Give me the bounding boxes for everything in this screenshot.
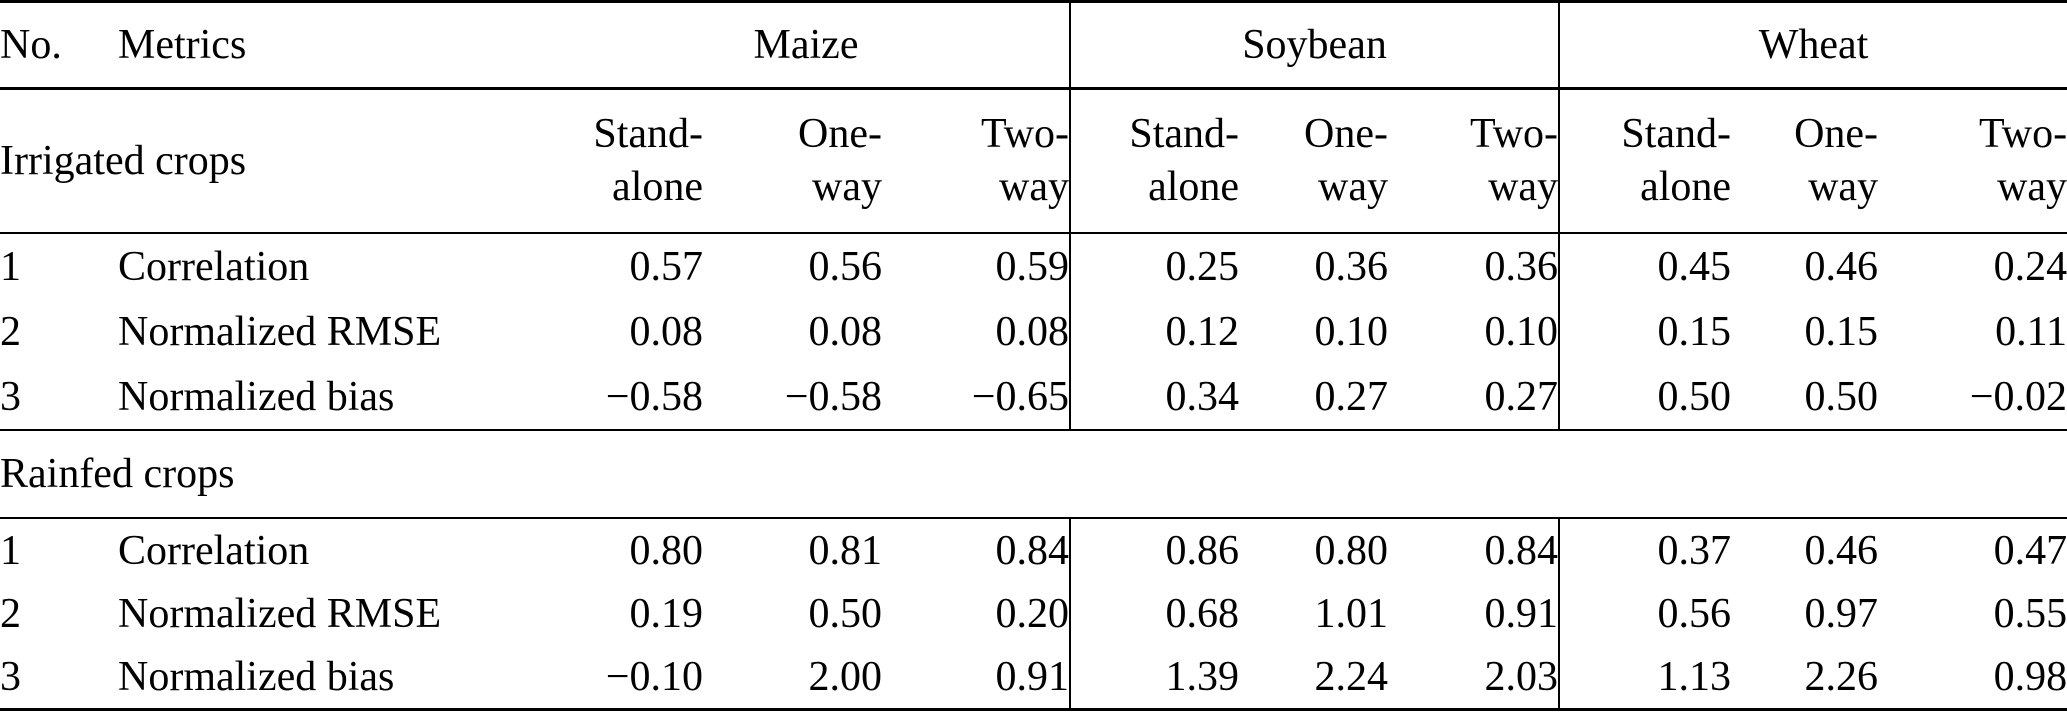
table-section-rainfed: Rainfed crops xyxy=(0,430,2067,519)
value-cell: 0.15 xyxy=(1657,308,1732,355)
subcol-maize-twoway: Two- way xyxy=(882,88,1072,234)
value-cell: −0.58 xyxy=(703,364,882,431)
value-cell: 0.27 xyxy=(1239,364,1389,431)
value-cell: 0.19 xyxy=(629,590,704,637)
row-no: 2 xyxy=(0,308,21,355)
value-cell: 0.97 xyxy=(1804,590,1879,637)
col-group-wheat: Wheat xyxy=(1559,1,2067,90)
value-cell: 0.86 xyxy=(1165,527,1240,574)
value-cell: 0.20 xyxy=(882,582,1072,645)
value-cell: 0.08 xyxy=(629,308,704,355)
value-cell: −0.10 xyxy=(605,653,703,700)
row-metric: Correlation xyxy=(118,243,310,290)
row-no: 3 xyxy=(0,653,21,700)
value-cell: 0.37 xyxy=(1657,527,1732,574)
value-cell: 0.12 xyxy=(1165,308,1240,355)
row-metric: Correlation xyxy=(118,527,310,574)
table-header-row: No. Metrics Maize Soybean Wheat xyxy=(0,1,2067,90)
value-cell: 1.39 xyxy=(1165,653,1240,700)
value-cell: 0.47 xyxy=(1993,527,2067,574)
subcol-wheat-twoway: Two- way xyxy=(1878,88,2067,234)
value-cell: −0.58 xyxy=(543,364,703,431)
value-cell: 0.24 xyxy=(1993,243,2067,290)
value-cell: 0.56 xyxy=(1657,590,1732,637)
table-row-rainfed-rmse: 2 Normalized RMSE 0.19 0.50 0.20 0.68 1.… xyxy=(0,582,2067,645)
value-cell: 0.80 xyxy=(629,527,704,574)
value-cell: 2.26 xyxy=(1804,653,1879,700)
row-metric: Normalized bias xyxy=(118,364,543,431)
table-subheader-row: Irrigated crops Stand- alone One- way Tw… xyxy=(0,88,2067,234)
value-cell: 0.56 xyxy=(808,243,883,290)
value-cell: 0.36 xyxy=(1388,233,1561,299)
col-group-soybean: Soybean xyxy=(1070,1,1561,90)
value-cell: 0.55 xyxy=(1993,590,2067,637)
value-cell: 0.50 xyxy=(1731,364,1879,431)
value-cell: 0.08 xyxy=(882,299,1072,364)
value-cell: 0.91 xyxy=(882,645,1072,710)
value-cell: 0.45 xyxy=(1657,243,1732,290)
value-cell: 0.10 xyxy=(1314,308,1389,355)
table-row-rainfed-bias: 3 Normalized bias −0.10 2.00 0.91 1.39 2… xyxy=(0,645,2067,710)
value-cell: 0.25 xyxy=(1165,243,1240,290)
subcol-soybean-oneway: One- way xyxy=(1239,88,1389,234)
table-row-rainfed-correlation: 1 Correlation 0.80 0.81 0.84 0.86 0.80 0… xyxy=(0,518,2067,582)
table-row-irrigated-bias: 3 Normalized bias −0.58 −0.58 −0.65 0.34… xyxy=(0,364,2067,431)
row-metric: Normalized RMSE xyxy=(118,590,442,637)
value-cell: 0.08 xyxy=(808,308,883,355)
value-cell: 0.46 xyxy=(1804,243,1879,290)
value-cell: 0.11 xyxy=(1995,308,2067,355)
value-cell: 0.81 xyxy=(808,527,883,574)
value-cell: 2.03 xyxy=(1388,645,1561,710)
row-metric: Normalized bias xyxy=(118,653,395,700)
value-cell: 0.10 xyxy=(1388,299,1561,364)
value-cell: 0.84 xyxy=(1388,518,1561,582)
subcol-soybean-standalone: Stand- alone xyxy=(1070,88,1240,234)
value-cell: 0.50 xyxy=(808,590,883,637)
table-row-irrigated-correlation: 1 Correlation 0.57 0.56 0.59 0.25 0.36 0… xyxy=(0,233,2067,299)
subcol-wheat-standalone: Stand- alone xyxy=(1559,88,1732,234)
value-cell: 1.01 xyxy=(1314,590,1389,637)
value-cell: 0.91 xyxy=(1388,582,1561,645)
col-header-no: No. xyxy=(0,1,118,90)
subcol-wheat-oneway: One- way xyxy=(1731,88,1879,234)
row-no: 1 xyxy=(0,243,21,290)
value-cell: 1.13 xyxy=(1657,653,1732,700)
row-metric: Normalized RMSE xyxy=(118,308,442,355)
value-cell: −0.65 xyxy=(882,364,1072,431)
value-cell: 0.46 xyxy=(1804,527,1879,574)
col-header-metrics: Metrics xyxy=(118,1,543,90)
value-cell: 0.15 xyxy=(1804,308,1879,355)
row-no: 1 xyxy=(0,527,21,574)
value-cell: 0.34 xyxy=(1070,364,1240,431)
value-cell: 0.27 xyxy=(1388,364,1561,431)
section-label-rainfed: Rainfed crops xyxy=(0,430,2067,519)
value-cell: 0.98 xyxy=(1993,653,2067,700)
row-no: 3 xyxy=(0,364,118,431)
value-cell: 0.57 xyxy=(629,243,704,290)
subcol-maize-oneway: One- way xyxy=(703,88,882,234)
section-label-irrigated: Irrigated crops xyxy=(0,88,543,234)
value-cell: 2.00 xyxy=(808,653,883,700)
value-cell: 0.59 xyxy=(882,233,1072,299)
col-group-maize: Maize xyxy=(543,1,1072,90)
value-cell: 0.50 xyxy=(1559,364,1732,431)
table-row-irrigated-rmse: 2 Normalized RMSE 0.08 0.08 0.08 0.12 0.… xyxy=(0,299,2067,364)
value-cell: −0.02 xyxy=(1878,364,2067,431)
subcol-maize-standalone: Stand- alone xyxy=(543,88,703,234)
value-cell: 2.24 xyxy=(1314,653,1389,700)
subcol-soybean-twoway: Two- way xyxy=(1388,88,1561,234)
value-cell: 0.84 xyxy=(882,518,1072,582)
row-no: 2 xyxy=(0,590,21,637)
value-cell: 0.36 xyxy=(1314,243,1389,290)
value-cell: 0.80 xyxy=(1314,527,1389,574)
value-cell: 0.68 xyxy=(1165,590,1240,637)
